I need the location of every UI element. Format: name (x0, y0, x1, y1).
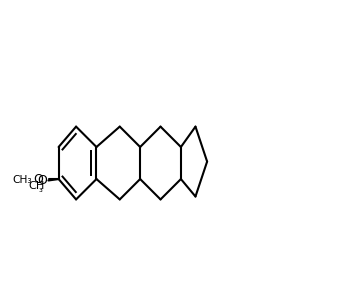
Text: CH₃: CH₃ (13, 176, 32, 186)
Text: O: O (33, 173, 43, 186)
Text: ₃: ₃ (38, 185, 42, 194)
Text: CH: CH (28, 181, 45, 191)
Text: O: O (38, 174, 47, 187)
